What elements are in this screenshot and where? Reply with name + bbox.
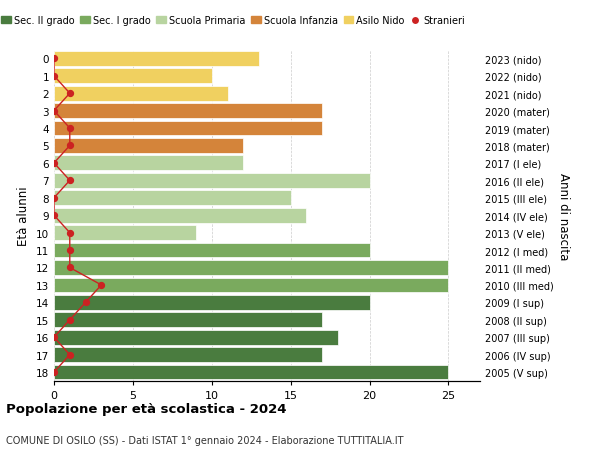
- Point: [49, 369, 59, 376]
- Point: [65, 90, 74, 98]
- Bar: [54, 104, 322, 119]
- Y-axis label: Anni di nascita: Anni di nascita: [557, 172, 570, 259]
- Bar: [54, 156, 244, 171]
- Point: [49, 212, 59, 219]
- Point: [65, 316, 74, 324]
- Bar: [54, 261, 448, 275]
- Point: [49, 195, 59, 202]
- Y-axis label: Età alunni: Età alunni: [17, 186, 31, 246]
- Point: [65, 230, 74, 237]
- Point: [65, 264, 74, 272]
- Bar: [54, 87, 227, 101]
- Bar: [54, 52, 259, 67]
- Point: [65, 125, 74, 133]
- Point: [65, 177, 74, 185]
- Bar: [54, 347, 322, 362]
- Bar: [54, 278, 448, 293]
- Point: [65, 142, 74, 150]
- Point: [49, 334, 59, 341]
- Point: [49, 108, 59, 115]
- Bar: [54, 330, 338, 345]
- Legend: Sec. II grado, Sec. I grado, Scuola Primaria, Scuola Infanzia, Asilo Nido, Stran: Sec. II grado, Sec. I grado, Scuola Prim…: [0, 12, 469, 30]
- Bar: [54, 191, 290, 206]
- Point: [65, 351, 74, 358]
- Bar: [54, 226, 196, 241]
- Bar: [54, 139, 244, 154]
- Bar: [54, 121, 322, 136]
- Bar: [54, 174, 370, 188]
- Bar: [54, 69, 212, 84]
- Bar: [54, 295, 370, 310]
- Text: Popolazione per età scolastica - 2024: Popolazione per età scolastica - 2024: [6, 403, 287, 415]
- Text: COMUNE DI OSILO (SS) - Dati ISTAT 1° gennaio 2024 - Elaborazione TUTTITALIA.IT: COMUNE DI OSILO (SS) - Dati ISTAT 1° gen…: [6, 435, 404, 445]
- Bar: [54, 243, 370, 258]
- Bar: [54, 313, 322, 327]
- Point: [81, 299, 91, 306]
- Point: [65, 247, 74, 254]
- Point: [49, 56, 59, 63]
- Point: [49, 160, 59, 167]
- Bar: [54, 365, 448, 380]
- Point: [97, 282, 106, 289]
- Bar: [54, 208, 307, 223]
- Point: [49, 73, 59, 80]
